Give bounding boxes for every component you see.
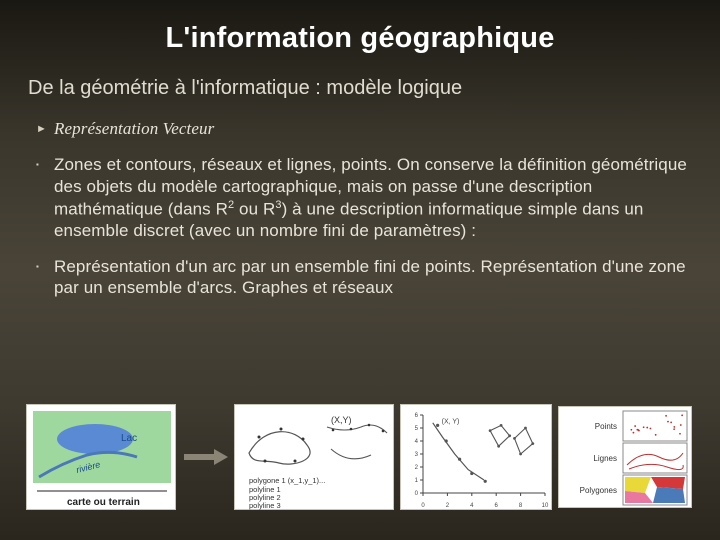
svg-text:6: 6 <box>415 413 419 419</box>
figure-chart: 0 2 4 6 8 10 0 1 2 3 4 5 6 (X, Y) <box>400 404 552 510</box>
svg-text:4: 4 <box>470 503 474 509</box>
slide-title: L'information géographique <box>28 22 692 55</box>
triangle-icon: ► <box>36 118 54 140</box>
slide: L'information géographique De la géométr… <box>0 0 720 540</box>
svg-text:10: 10 <box>542 503 549 509</box>
svg-text:0: 0 <box>415 491 419 497</box>
svg-text:Polygones: Polygones <box>580 486 617 495</box>
square-icon: ▪ <box>36 154 54 176</box>
bullet-item: ► Représentation Vecteur <box>36 118 692 140</box>
bullet-item: ▪ Zones et contours, réseaux et lignes, … <box>36 154 692 242</box>
bullet-text: Représentation d'un arc par un ensemble … <box>54 256 692 300</box>
svg-text:2: 2 <box>446 503 450 509</box>
svg-text:Points: Points <box>595 422 617 431</box>
xy-label: (X,Y) <box>331 415 352 425</box>
figure-terrain-map: Lac rivière carte ou terrain <box>26 404 176 510</box>
svg-text:8: 8 <box>519 503 523 509</box>
svg-text:Lignes: Lignes <box>593 454 617 463</box>
square-icon: ▪ <box>36 256 54 278</box>
slide-subtitle: De la géométrie à l'informatique : modèl… <box>28 77 692 100</box>
bullet-list: ► Représentation Vecteur ▪ Zones et cont… <box>28 118 692 299</box>
svg-text:(X, Y): (X, Y) <box>442 418 460 425</box>
figure-sketch: (X,Y) polygone 1 (x_1,y_1)... polyline 1… <box>234 404 394 510</box>
bullet-text: Zones et contours, réseaux et lignes, po… <box>54 154 692 242</box>
svg-text:2: 2 <box>415 465 419 471</box>
svg-text:6: 6 <box>495 503 499 509</box>
poly-line-label: polyline 3 <box>249 501 281 510</box>
bullet-text: Représentation Vecteur <box>54 118 692 140</box>
figure-row: Lac rivière carte ou terrain (X,Y) <box>26 402 694 512</box>
figure-caption: carte ou terrain <box>67 497 140 508</box>
svg-text:0: 0 <box>421 503 425 509</box>
bullet-item: ▪ Représentation d'un arc par un ensembl… <box>36 256 692 300</box>
arrow-icon <box>182 449 228 465</box>
poly-line-label: polygone 1 (x_1,y_1)... <box>249 476 325 485</box>
svg-text:5: 5 <box>415 426 419 432</box>
lake-label: Lac <box>121 433 137 444</box>
svg-text:1: 1 <box>415 478 419 484</box>
figure-panels: Points Lignes Polygones <box>558 406 692 508</box>
svg-text:3: 3 <box>415 452 419 458</box>
svg-text:4: 4 <box>415 439 419 445</box>
